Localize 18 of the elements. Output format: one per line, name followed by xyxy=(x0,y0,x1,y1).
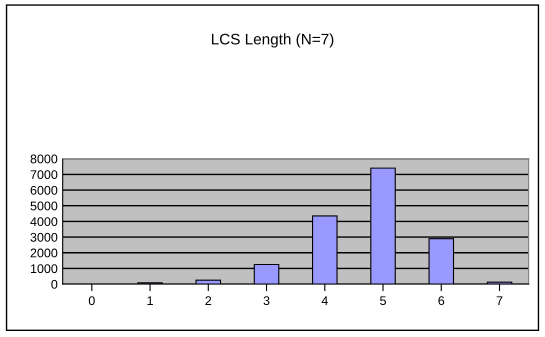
x-tick-label: 7 xyxy=(496,296,502,305)
y-tick-label: 5000 xyxy=(30,202,58,210)
y-tick-label: 1000 xyxy=(30,264,58,274)
chart-title: LCS Length (N=7) xyxy=(212,33,334,48)
x-tick-label: 4 xyxy=(322,296,328,305)
y-tick-label: 0 xyxy=(51,280,58,289)
x-tick-label: 1 xyxy=(148,296,153,305)
y-tick-label: 2000 xyxy=(30,248,58,258)
x-tick-label: 3 xyxy=(264,296,270,306)
y-tick-label: 7000 xyxy=(30,170,58,180)
x-tick-label: 2 xyxy=(205,296,212,305)
x-tick-label: 0 xyxy=(88,296,95,306)
y-tick-label: 3000 xyxy=(30,232,58,242)
y-tick-label: 8000 xyxy=(30,154,58,164)
x-tick-label: 5 xyxy=(380,296,386,306)
y-tick-label: 4000 xyxy=(30,217,58,226)
y-tick-label: 6000 xyxy=(30,186,58,195)
x-tick-label: 6 xyxy=(438,296,444,306)
